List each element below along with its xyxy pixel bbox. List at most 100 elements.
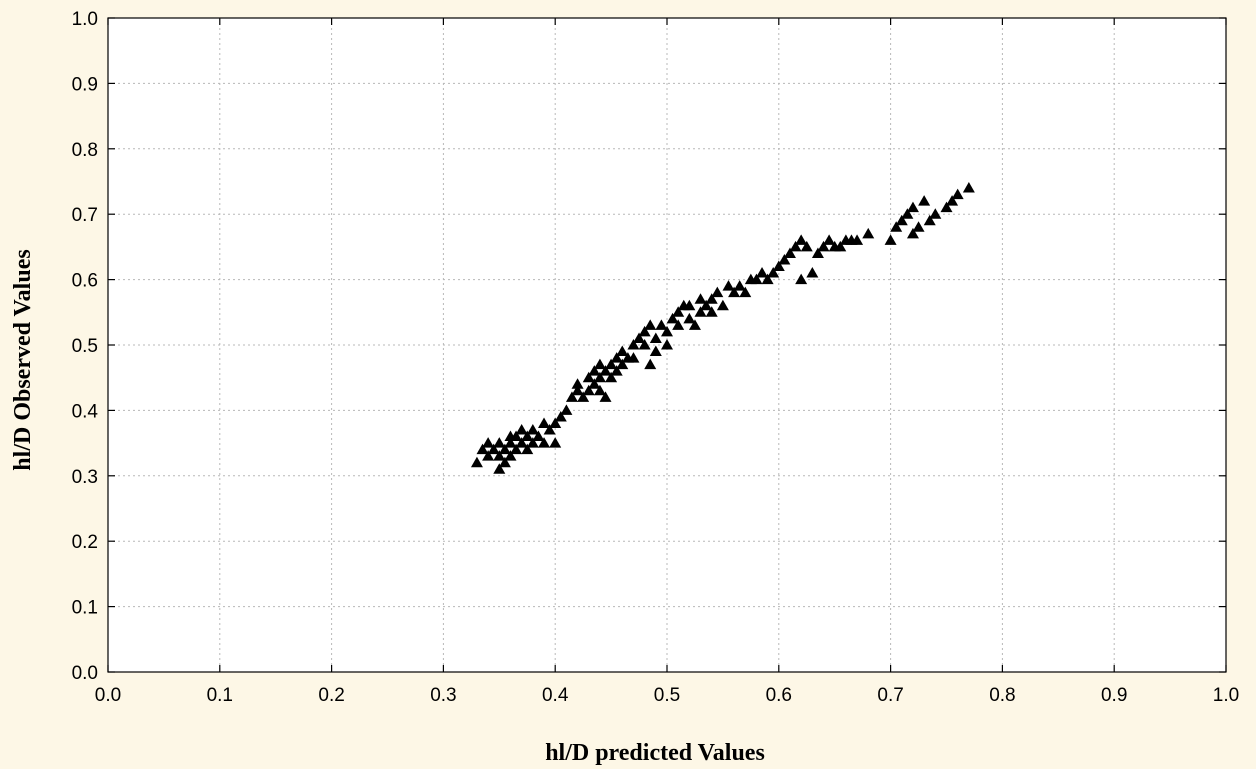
data-point (510, 443, 523, 455)
data-point (482, 437, 495, 448)
y-tick-label: 1.0 (72, 9, 98, 30)
data-point (918, 195, 931, 206)
data-point (599, 365, 612, 376)
data-point (470, 456, 483, 468)
data-point (577, 391, 590, 402)
x-tick-label: 0.9 (1101, 685, 1127, 706)
y-tick-label: 0.0 (72, 663, 98, 684)
data-point (795, 234, 808, 245)
data-point (571, 384, 584, 396)
data-point (862, 227, 875, 239)
y-tick-label: 0.4 (72, 401, 99, 422)
data-point (728, 286, 741, 298)
data-point (906, 227, 919, 239)
data-point (610, 352, 623, 363)
data-point (700, 299, 713, 311)
y-axis-label: hl/D Observed Values (10, 249, 36, 470)
data-point (498, 456, 511, 468)
y-tick-label: 0.1 (72, 598, 98, 619)
data-point (605, 358, 618, 370)
x-tick-label: 0.6 (766, 685, 792, 706)
data-point (526, 437, 539, 448)
x-tick-label: 0.3 (430, 685, 456, 706)
data-point (510, 430, 523, 442)
data-points (470, 182, 975, 474)
data-point (672, 319, 685, 330)
data-point (923, 214, 936, 226)
data-point (811, 247, 824, 258)
x-tick-labels: 0.0 0.1 0.2 0.3 0.4 0.5 0.6 0.7 0.8 0.9 1.0 (95, 685, 1239, 706)
data-point (521, 443, 534, 455)
data-point (582, 371, 595, 383)
data-point (605, 371, 618, 383)
data-point (661, 339, 673, 350)
data-point (783, 247, 796, 258)
data-point (582, 384, 595, 396)
data-point (616, 345, 629, 357)
data-point (482, 450, 495, 461)
data-point (739, 286, 752, 298)
data-point (493, 450, 506, 461)
data-point (538, 437, 551, 448)
data-point (694, 293, 707, 304)
data-point (543, 424, 556, 435)
data-point (817, 240, 830, 252)
data-point (638, 339, 651, 350)
data-point (610, 365, 623, 376)
y-tick-label: 0.8 (72, 140, 98, 161)
data-point (940, 201, 953, 213)
data-point (789, 240, 802, 252)
data-point (906, 201, 919, 213)
data-point (672, 306, 685, 317)
data-point (834, 240, 847, 252)
data-point (716, 299, 729, 311)
data-point (538, 417, 551, 428)
data-point (800, 240, 813, 252)
data-point (895, 214, 908, 226)
data-point (560, 404, 573, 415)
data-point (767, 267, 780, 278)
data-point (901, 208, 914, 219)
data-point (627, 339, 640, 350)
x-tick-label: 0.5 (654, 685, 680, 706)
data-point (616, 358, 629, 370)
data-point (661, 325, 673, 337)
data-point (929, 208, 942, 219)
y-tick-label: 0.2 (72, 532, 98, 553)
y-tick-label: 0.5 (72, 336, 98, 357)
data-point (795, 273, 808, 285)
data-point (688, 319, 701, 330)
y-tick-label: 0.3 (72, 467, 98, 488)
data-point (644, 358, 657, 370)
data-point (498, 443, 511, 455)
data-point (515, 424, 528, 435)
data-point (549, 417, 562, 428)
data-point (683, 312, 696, 324)
data-point (722, 280, 735, 291)
data-point (655, 319, 668, 330)
data-point (884, 234, 897, 245)
data-point (493, 463, 506, 474)
data-point (666, 312, 679, 324)
data-point (565, 391, 578, 402)
x-tick-label: 0.8 (989, 685, 1015, 706)
data-point (504, 450, 517, 461)
x-tick-label: 0.0 (95, 685, 121, 706)
data-point (733, 280, 746, 291)
data-point (756, 267, 769, 278)
x-axis-label: hl/D predicted Values (545, 740, 765, 766)
data-point (504, 437, 517, 448)
data-point (627, 352, 640, 363)
data-point (806, 267, 819, 278)
data-point (649, 332, 662, 343)
y-tick-label: 0.9 (72, 74, 98, 95)
data-point (487, 443, 500, 455)
data-point (946, 195, 959, 206)
x-tick-label: 0.2 (318, 685, 344, 706)
data-point (526, 424, 539, 435)
data-point (571, 378, 584, 389)
data-point (778, 253, 791, 265)
data-point (890, 221, 903, 232)
